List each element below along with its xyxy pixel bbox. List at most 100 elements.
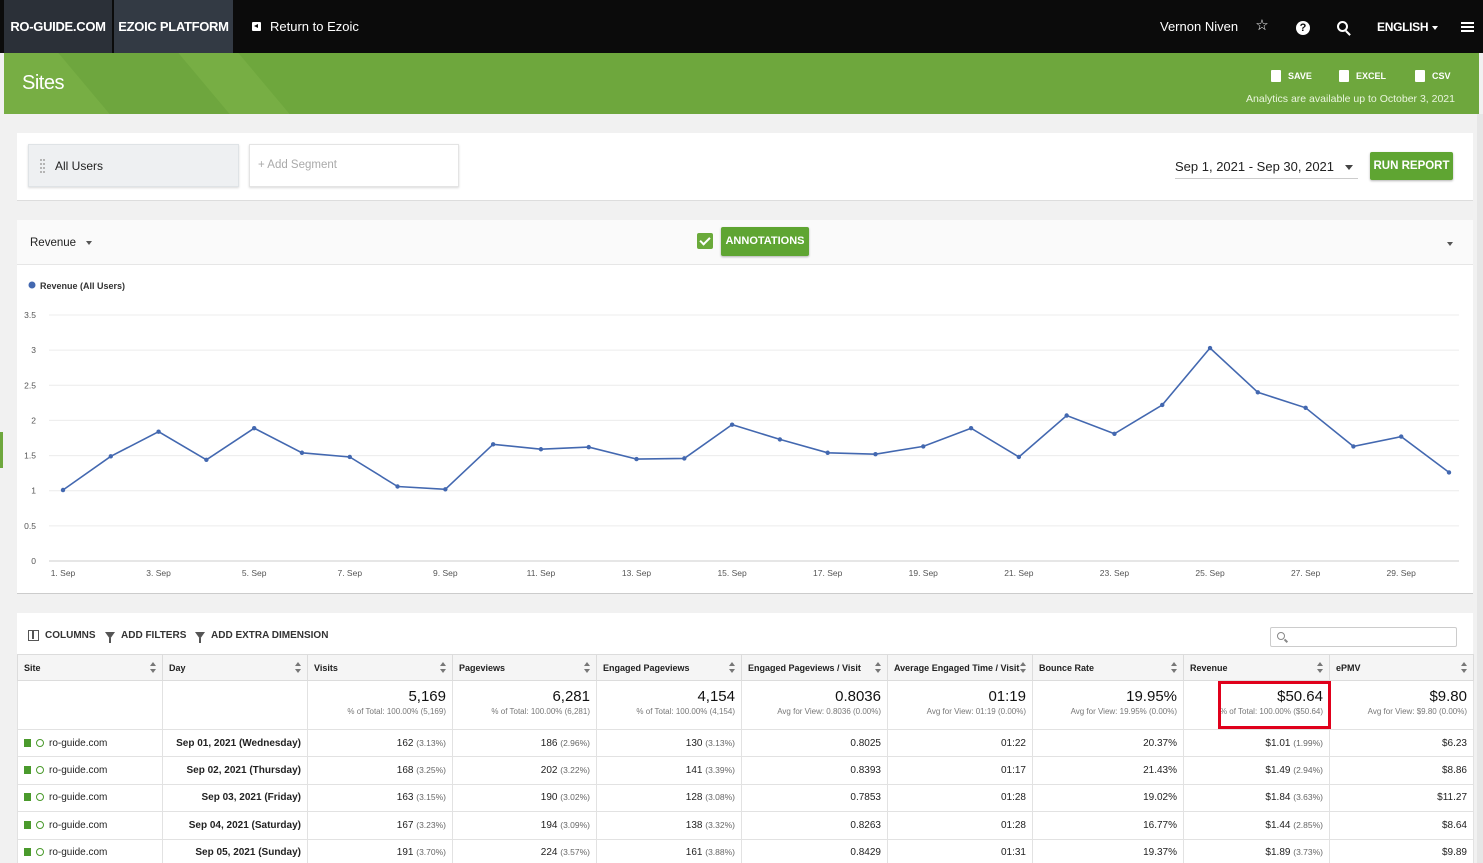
column-header-epmv[interactable]: ePMV: [1329, 654, 1474, 681]
pageviews-cell: 202 (3.22%): [452, 756, 597, 785]
save-button[interactable]: SAVE: [1271, 70, 1312, 82]
date-range-picker[interactable]: Sep 1, 2021 - Sep 30, 2021: [1175, 159, 1358, 179]
run-report-button[interactable]: RUN REPORT: [1370, 152, 1453, 180]
sort-icon[interactable]: [295, 662, 301, 674]
menu-icon[interactable]: [1461, 22, 1474, 32]
x-tick-label: 11. Sep: [527, 568, 556, 578]
data-point: [1399, 434, 1404, 439]
collapse-chart-icon[interactable]: [1447, 242, 1453, 246]
annotations-checkbox[interactable]: [697, 233, 713, 249]
column-header-day[interactable]: Day: [162, 654, 308, 681]
help-icon[interactable]: ?: [1296, 21, 1310, 35]
language-select[interactable]: ENGLISH: [1377, 20, 1439, 34]
csv-file-icon: [1415, 70, 1425, 82]
site-cell[interactable]: ro-guide.com: [17, 728, 163, 758]
totals-day-cell: [162, 680, 308, 730]
epmv-cell: $8.86: [1329, 756, 1474, 785]
site-cell[interactable]: ro-guide.com: [17, 838, 163, 863]
column-header-engaged-per-visit[interactable]: Engaged Pageviews / Visit: [741, 654, 888, 681]
sort-icon[interactable]: [875, 662, 881, 674]
star-icon[interactable]: ☆: [1255, 17, 1269, 34]
data-point: [873, 451, 878, 457]
clock-icon: [36, 738, 44, 747]
epmv-cell: $9.89: [1329, 838, 1474, 863]
x-tick-label: 25. Sep: [1195, 568, 1225, 578]
site-tab[interactable]: RO-GUIDE.COM: [4, 0, 112, 53]
x-tick-label: 19. Sep: [909, 568, 939, 578]
data-point: [1016, 454, 1022, 460]
table-row[interactable]: ro-guide.com Sep 04, 2021 (Saturday) 167 (…: [17, 811, 1474, 840]
total-engaged-per-visit: 0.8036 Avg for View: 0.8036 (0.00%): [741, 680, 888, 730]
add-dimension-button[interactable]: ADD EXTRA DIMENSION: [195, 630, 328, 643]
x-tick-label: 9. Sep: [433, 568, 458, 578]
platform-tab[interactable]: EZOIC PLATFORM: [114, 0, 233, 53]
segment-all-users[interactable]: All Users: [28, 144, 239, 187]
epmv-cell: $11.27: [1329, 783, 1474, 813]
sort-icon[interactable]: [440, 662, 446, 674]
data-point: [968, 425, 974, 431]
day-cell: Sep 02, 2021 (Thursday): [162, 756, 308, 785]
column-header-pageviews[interactable]: Pageviews: [452, 654, 597, 681]
revenue-series-line: [62, 346, 1450, 491]
epmv-cell: $8.64: [1329, 811, 1474, 840]
revenue-cell: $1.44 (2.85%): [1183, 811, 1330, 840]
site-cell[interactable]: ro-guide.com: [17, 811, 163, 840]
column-header-avg-engaged-time[interactable]: Average Engaged Time / Visit: [887, 654, 1033, 681]
visits-cell: 162 (3.13%): [307, 728, 453, 758]
data-point: [634, 456, 639, 462]
data-point: [825, 450, 830, 455]
drag-handle-icon[interactable]: [40, 159, 45, 173]
excel-file-icon: [1339, 70, 1349, 82]
x-tick-label: 17. Sep: [813, 568, 843, 578]
data-point: [921, 444, 926, 449]
site-cell[interactable]: ro-guide.com: [17, 783, 163, 813]
filter-icon: [105, 632, 115, 643]
page-scrollbar[interactable]: [1477, 114, 1483, 863]
sort-icon[interactable]: [1020, 662, 1026, 674]
site-cell[interactable]: ro-guide.com: [17, 756, 163, 785]
column-header-revenue[interactable]: Revenue: [1183, 654, 1330, 681]
segment-label: All Users: [55, 159, 104, 173]
column-header-engaged-pageviews[interactable]: Engaged Pageviews: [596, 654, 742, 681]
filter-icon: [195, 632, 205, 643]
totals-site-cell: [17, 680, 163, 730]
x-tick-label: 23. Sep: [1100, 568, 1130, 578]
table-search-input[interactable]: [1270, 627, 1457, 647]
sort-icon[interactable]: [150, 662, 156, 674]
search-icon[interactable]: [1337, 21, 1348, 32]
chevron-down-icon: [86, 240, 93, 245]
add-filters-button[interactable]: ADD FILTERS: [105, 630, 186, 643]
avg-engaged-time-cell: 01:17: [887, 756, 1033, 785]
user-name[interactable]: Vernon Niven: [1160, 19, 1239, 34]
sort-icon[interactable]: [584, 662, 590, 674]
csv-export-button[interactable]: CSV: [1415, 70, 1451, 82]
table-row[interactable]: ro-guide.com Sep 01, 2021 (Wednesday) 162 …: [17, 728, 1474, 758]
revenue-cell: $1.84 (3.63%): [1183, 783, 1330, 813]
excel-export-button[interactable]: EXCEL: [1339, 70, 1386, 82]
column-header-site[interactable]: Site: [17, 654, 163, 681]
table-row[interactable]: ro-guide.com Sep 02, 2021 (Thursday) 168 (…: [17, 756, 1474, 785]
table-row[interactable]: ro-guide.com Sep 03, 2021 (Friday) 163 (3.…: [17, 783, 1474, 813]
column-header-visits[interactable]: Visits: [307, 654, 453, 681]
sort-icon[interactable]: [1317, 662, 1323, 674]
save-icon: [1271, 70, 1281, 82]
sort-icon[interactable]: [1171, 662, 1177, 674]
total-revenue: $50.64% of Total: 100.00% ($50.64): [1183, 680, 1330, 730]
segment-panel: All Users + Add Segment Sep 1, 2021 - Se…: [17, 133, 1473, 201]
column-header-bounce-rate[interactable]: Bounce Rate: [1032, 654, 1184, 681]
sort-icon[interactable]: [729, 662, 735, 674]
sort-icon[interactable]: [1461, 662, 1467, 674]
return-to-ezoic-link[interactable]: Return to Ezoic: [252, 19, 359, 34]
x-tick-label: 7. Sep: [337, 568, 362, 578]
columns-button[interactable]: COLUMNS: [28, 630, 96, 641]
data-point: [777, 437, 783, 442]
x-tick-label: 15. Sep: [717, 568, 747, 578]
table-row[interactable]: ro-guide.com Sep 05, 2021 (Sunday) 191 (3.…: [17, 838, 1474, 863]
metric-select[interactable]: Revenue: [30, 237, 93, 249]
csv-label: CSV: [1432, 71, 1451, 81]
x-tick-label: 1. Sep: [51, 568, 76, 578]
columns-icon: [28, 630, 39, 641]
annotations-button[interactable]: ANNOTATIONS: [721, 227, 809, 256]
add-segment-button[interactable]: + Add Segment: [249, 144, 459, 187]
engaged-pageviews-cell: 128 (3.08%): [596, 783, 742, 813]
